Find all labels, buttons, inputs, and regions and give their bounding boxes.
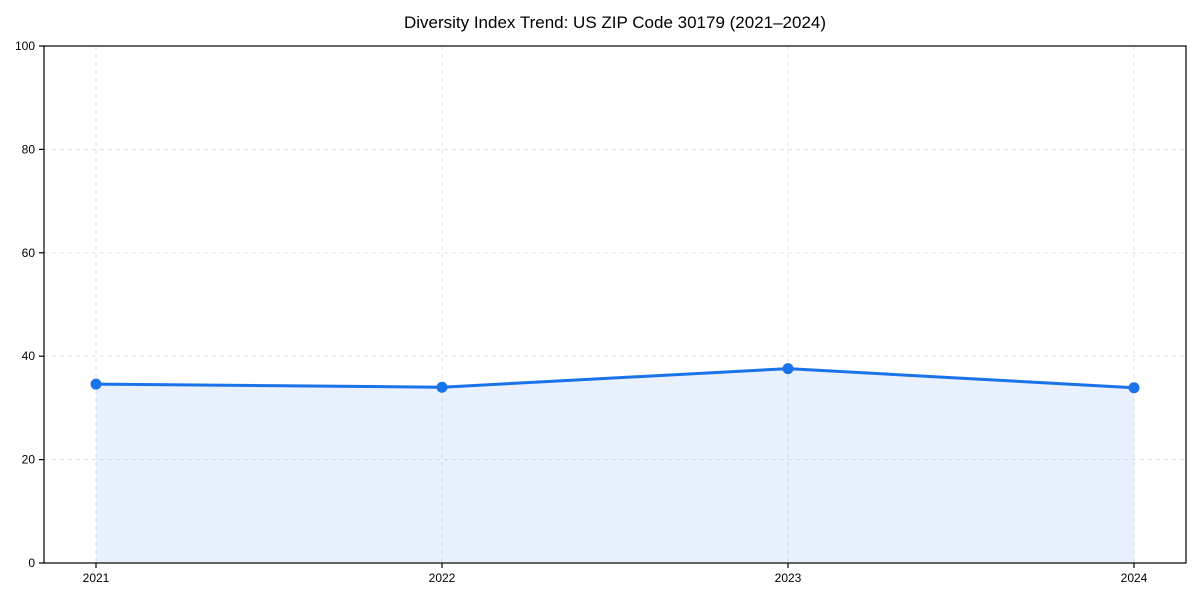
- y-tick-label: 100: [15, 39, 35, 53]
- x-tick-label: 2023: [775, 571, 802, 585]
- data-point-2023: [782, 363, 794, 375]
- trend-line: [94, 367, 1136, 390]
- x-tick-label: 2022: [429, 571, 456, 585]
- x-tick-label: 2024: [1121, 571, 1148, 585]
- y-tick-label: 0: [28, 556, 35, 570]
- plot-frame: [43, 45, 1187, 564]
- x-tick-label: 2021: [83, 571, 110, 585]
- y-tick-label: 20: [22, 453, 36, 467]
- y-tick-label: 80: [22, 142, 36, 156]
- data-point-2024: [1128, 382, 1140, 394]
- data-point-2022: [436, 381, 448, 393]
- chart-title: Diversity Index Trend: US ZIP Code 30179…: [403, 13, 827, 32]
- y-tick-label: 60: [22, 246, 36, 260]
- area-fill: [96, 368, 1134, 563]
- data-point-2021: [90, 378, 102, 390]
- y-tick-label: 40: [22, 349, 36, 363]
